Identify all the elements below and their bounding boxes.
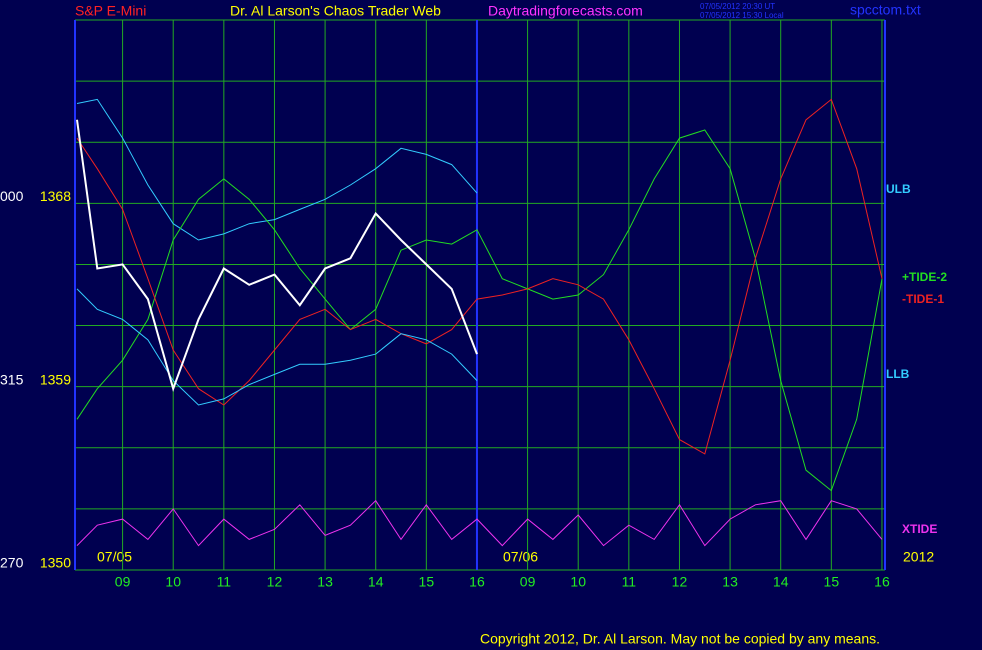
x-tick-label: 14 bbox=[773, 574, 789, 590]
copyright: Copyright 2012, Dr. Al Larson. May not b… bbox=[480, 631, 880, 647]
series-line bbox=[76, 288, 478, 406]
x-tick-label: 11 bbox=[217, 574, 232, 590]
legend-label: +TIDE-2 bbox=[902, 270, 947, 284]
series-line bbox=[76, 499, 883, 547]
date-label: 07/06 bbox=[503, 549, 538, 565]
x-tick-label: 10 bbox=[570, 574, 586, 590]
x-tick-label: 09 bbox=[520, 574, 536, 590]
x-tick-label: 15 bbox=[419, 574, 435, 590]
legend-label: LLB bbox=[886, 367, 910, 381]
x-tick-label: 09 bbox=[115, 574, 131, 590]
x-tick-label: 15 bbox=[824, 574, 840, 590]
date-label: 2012 bbox=[903, 549, 934, 565]
x-tick-label: 14 bbox=[368, 574, 384, 590]
x-tick-label: 13 bbox=[317, 574, 333, 590]
x-tick-label: 13 bbox=[722, 574, 738, 590]
chart-title: Dr. Al Larson's Chaos Trader Web bbox=[230, 3, 441, 19]
series-line bbox=[76, 129, 883, 492]
y-tick-label: 1350 bbox=[40, 555, 71, 571]
angle-label: 315 bbox=[0, 371, 24, 387]
site: Daytradingforecasts.com bbox=[488, 3, 643, 19]
date-label: 07/05 bbox=[97, 549, 132, 565]
x-tick-label: 16 bbox=[874, 574, 890, 590]
y-tick-label: 1368 bbox=[40, 188, 71, 204]
file-name: spcctom.txt bbox=[850, 2, 921, 18]
symbol: S&P E-Mini bbox=[75, 3, 146, 19]
series-line bbox=[76, 98, 883, 455]
x-tick-label: 12 bbox=[672, 574, 688, 590]
x-tick-label: 11 bbox=[622, 574, 637, 590]
series-line bbox=[76, 98, 478, 241]
price-line bbox=[76, 119, 478, 392]
y-tick-label: 1359 bbox=[40, 371, 71, 387]
timestamp: 07/05/2012 20:30 UT bbox=[700, 2, 775, 11]
legend-label: -TIDE-1 bbox=[902, 292, 944, 306]
x-tick-label: 10 bbox=[165, 574, 181, 590]
angle-label: 000 bbox=[0, 188, 24, 204]
legend-label: ULB bbox=[886, 182, 911, 196]
legend-label: XTIDE bbox=[902, 522, 937, 536]
timestamp: 07/05/2012 15:30 Local bbox=[700, 11, 784, 20]
x-tick-label: 16 bbox=[469, 574, 485, 590]
angle-label: 270 bbox=[0, 555, 24, 571]
x-tick-label: 12 bbox=[267, 574, 283, 590]
